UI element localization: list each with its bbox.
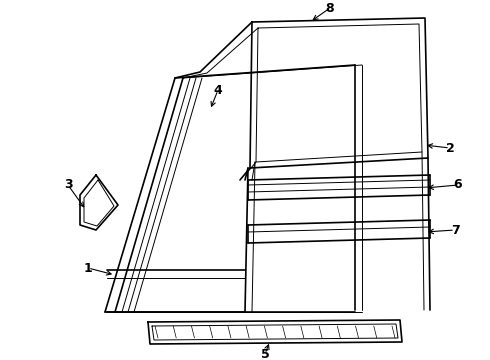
Text: 1: 1 [84,261,93,274]
Text: 5: 5 [261,347,270,360]
Text: 2: 2 [445,141,454,154]
Text: 7: 7 [451,224,460,237]
Text: 8: 8 [326,1,334,14]
Text: 3: 3 [64,179,73,192]
Text: 4: 4 [214,84,222,96]
Text: 6: 6 [454,179,462,192]
